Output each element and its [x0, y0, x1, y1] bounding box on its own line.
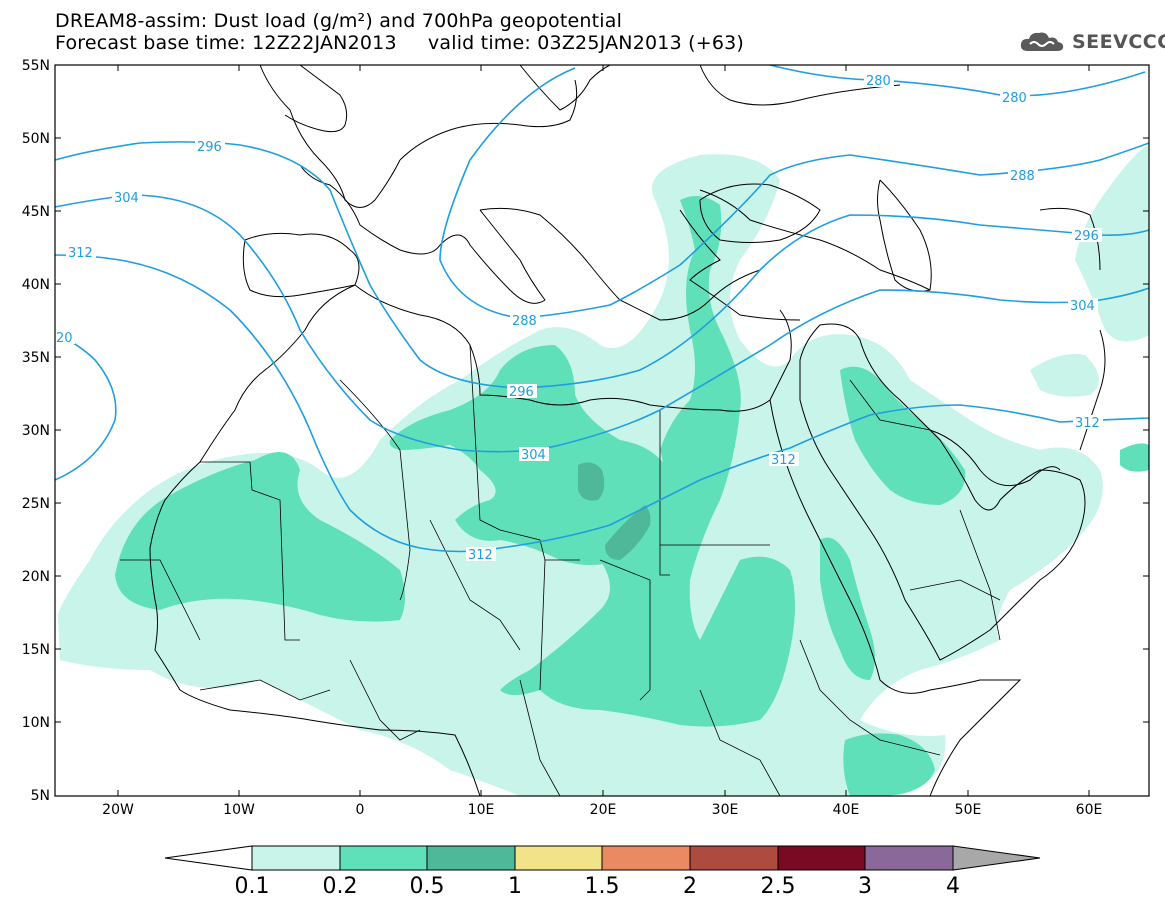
contour-label: 288: [1010, 169, 1035, 184]
lat-label: 55N: [22, 58, 50, 74]
lon-label: 50E: [955, 802, 982, 818]
contour-label: 312: [68, 246, 93, 261]
lat-label: 10N: [22, 715, 50, 731]
lon-label: 0: [356, 802, 365, 818]
contour-label: 312: [1075, 416, 1100, 431]
colorbar-tick: 1: [508, 874, 522, 899]
logo-text: SEEVCCC: [1072, 31, 1165, 53]
map-subtitle: Forecast base time: 12Z22JAN2013 valid t…: [55, 32, 745, 54]
contour-label: 304: [1070, 299, 1095, 314]
colorbar-tick: 1.5: [585, 874, 620, 899]
seevccc-logo: SEEVCCC: [1018, 29, 1165, 55]
map-panel: 280 280 288 288 296 296 296 304 304 304 …: [54, 64, 1150, 797]
colorbar-swatch: [514, 845, 603, 871]
lat-label: 15N: [22, 642, 50, 658]
lon-label: 10E: [468, 802, 495, 818]
lon-label: 10W: [223, 802, 255, 818]
contour-label: 304: [114, 191, 139, 206]
lon-label: 40E: [833, 802, 860, 818]
lon-label: 30E: [712, 802, 739, 818]
latitude-axis: 55N 50N 45N 40N 35N 30N 25N 20N 15N 10N …: [22, 58, 1149, 804]
colorbar-tick: 2: [683, 874, 697, 899]
cloud-icon: [1020, 32, 1064, 51]
colorbar: 0.1 0.2 0.5 1 1.5 2 2.5 3 4: [164, 845, 1041, 899]
contour-label: 280: [1002, 91, 1027, 106]
colorbar-tick: 0.2: [323, 874, 358, 899]
colorbar-tick: 0.5: [410, 874, 445, 899]
contour-label: 296: [197, 140, 222, 155]
lat-label: 25N: [22, 496, 50, 512]
colorbar-swatch: [251, 845, 341, 871]
contour-label: 20: [56, 331, 73, 346]
colorbar-swatch: [777, 845, 866, 871]
contour-label: 296: [509, 385, 534, 400]
colorbar-tick: 0.1: [235, 874, 270, 899]
contour-label: 312: [771, 453, 796, 468]
lat-label: 35N: [22, 350, 50, 366]
contour-label: 312: [468, 548, 493, 563]
lat-label: 20N: [22, 569, 50, 585]
colorbar-swatch: [339, 845, 428, 871]
lat-label: 5N: [31, 788, 50, 804]
colorbar-swatch: [601, 845, 691, 871]
lon-label: 60E: [1076, 802, 1103, 818]
colorbar-min-arrow: [164, 845, 253, 871]
colorbar-swatch: [689, 845, 779, 871]
lat-label: 40N: [22, 277, 50, 293]
contour-label: 280: [866, 74, 891, 89]
colorbar-swatch: [426, 845, 516, 871]
map-title: DREAM8-assim: Dust load (g/m²) and 700hP…: [55, 10, 623, 32]
colorbar-tick: 4: [946, 874, 960, 899]
colorbar-tick: 2.5: [761, 874, 796, 899]
contour-label: 304: [521, 448, 546, 463]
lat-label: 30N: [22, 423, 50, 439]
lat-label: 45N: [22, 204, 50, 220]
contour-labels: 280 280 288 288 296 296 296 304 304 304 …: [55, 73, 1103, 563]
colorbar-tick: 3: [858, 874, 872, 899]
contour-label: 296: [1074, 229, 1099, 244]
coastlines: [149, 64, 1106, 797]
contour-label: 288: [512, 314, 537, 329]
dust-shading-dark: [578, 462, 651, 560]
lon-label: 20E: [590, 802, 617, 818]
longitude-axis: 20W 10W 0 10E 20E 30E 40E 50E 60E: [102, 65, 1102, 818]
colorbar-swatch: [864, 845, 954, 871]
lat-label: 50N: [22, 131, 50, 147]
colorbar-max-arrow: [952, 845, 1041, 871]
lon-label: 20W: [102, 802, 134, 818]
country-borders: [120, 344, 1001, 797]
